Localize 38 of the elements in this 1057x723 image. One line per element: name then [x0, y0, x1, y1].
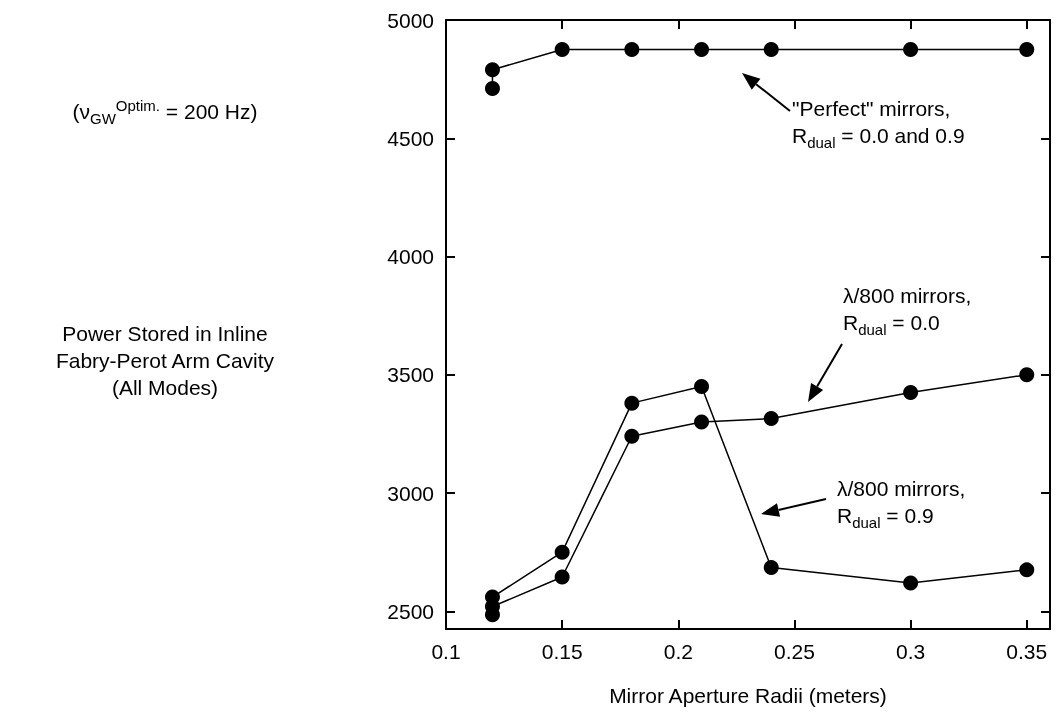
point [903, 575, 919, 591]
point [903, 385, 919, 400]
point [1019, 42, 1035, 58]
x-tick-label: 0.15 [541, 640, 583, 663]
point [1019, 367, 1035, 383]
point [694, 414, 710, 430]
point [903, 42, 919, 58]
y-tick-label: 4500 [387, 126, 434, 150]
y-tick-label: 2500 [387, 599, 434, 623]
point [484, 62, 500, 78]
x-axis-title: Mirror Aperture Radii (meters) [608, 683, 888, 709]
point [554, 569, 570, 585]
point [763, 42, 779, 58]
point [624, 42, 640, 58]
y-tick-label: 4000 [387, 245, 434, 268]
x-tick-label: 0.1 [431, 640, 461, 663]
point [554, 544, 570, 560]
point [484, 81, 500, 97]
annotation: λ/800 mirrors, R$_{dual}$ = 0.0 [843, 283, 972, 341]
point [624, 428, 640, 444]
annotation: λ/800 mirrors, R$_{dual}$ = 0.9 [837, 476, 966, 534]
point [763, 411, 779, 427]
point [624, 395, 640, 411]
point [554, 42, 570, 58]
x-tick-label: 0.2 [663, 640, 693, 663]
annotation: "Perfect" mirrors, R$_{dual}$ = 0.0 and 0.9 [792, 96, 965, 154]
y-tick-label: 3500 [387, 363, 434, 387]
x-tick-label: 0.3 [896, 640, 926, 663]
y-tick-label: 3000 [387, 481, 434, 505]
text: (ν$_{GW}$$^{Optim.}$ = 200 Hz) [71, 96, 259, 130]
point [694, 42, 710, 58]
text: Power Stored in Inline Fabry-Perot Arm Cavity (All Modes) [54, 321, 276, 401]
point [763, 560, 779, 575]
point [1019, 562, 1035, 578]
x-tick-label: 0.35 [1006, 640, 1048, 663]
point [694, 379, 710, 395]
y-tick-label: 5000 [387, 8, 434, 32]
x-tick-label: 0.25 [774, 640, 815, 663]
